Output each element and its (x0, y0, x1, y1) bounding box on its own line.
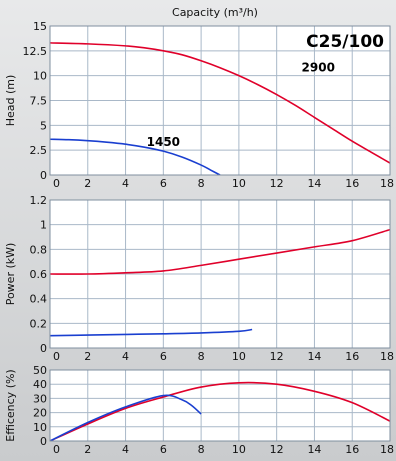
head-x-tick-label: 14 (307, 177, 321, 190)
head-y-axis-label: Head (m) (4, 75, 17, 127)
power-y-axis-label: Power (kW) (4, 243, 17, 306)
head-plot-border (49, 25, 391, 176)
power-x-tick-label: 0 (53, 350, 60, 363)
power-x-tick-label: 8 (198, 350, 205, 363)
efficiency-x-tick-label: 0 (53, 443, 60, 456)
efficiency-x-tick-label: 14 (307, 443, 321, 456)
power-series-1450-line (50, 328, 253, 337)
efficiency-x-tick-label: 18 (380, 443, 394, 456)
power-y-tick-label: 0.2 (30, 317, 48, 330)
efficiency-y-tick-label: 10 (33, 421, 47, 434)
power-y-tick-label: 0.4 (30, 293, 48, 306)
efficiency-y-tick-label: 0 (40, 435, 47, 448)
power-y-tick-label: 0.6 (30, 268, 48, 281)
efficiency-x-tick-label: 10 (232, 443, 246, 456)
head-x-tick-label: 18 (380, 177, 394, 190)
head-x-tick-label: 10 (232, 177, 246, 190)
power-x-tick-label: 10 (232, 350, 246, 363)
efficiency-x-tick-label: 6 (160, 443, 167, 456)
series-annotation-1450: 1450 (147, 135, 180, 149)
head-x-tick-label: 6 (160, 177, 167, 190)
power-x-tick-label: 12 (270, 350, 284, 363)
power-x-tick-label: 2 (84, 350, 91, 363)
efficiency-x-tick-label: 4 (122, 443, 129, 456)
power-y-tick-label: 0.8 (30, 243, 48, 256)
efficiency-y-axis-label: Efficency (%) (4, 369, 17, 441)
head-y-tick-label: 7.5 (30, 95, 48, 108)
chart-title: C25/100 (306, 32, 384, 52)
efficiency-x-tick-label: 8 (198, 443, 205, 456)
head-x-tick-label: 16 (345, 177, 359, 190)
power-y-tick-label: 1 (40, 219, 47, 232)
head-x-tick-label: 0 (53, 177, 60, 190)
power-x-tick-label: 16 (345, 350, 359, 363)
efficiency-y-tick-label: 20 (33, 407, 47, 420)
efficiency-x-tick-label: 16 (345, 443, 359, 456)
power-x-tick-label: 4 (122, 350, 129, 363)
power-y-tick-label: 1.2 (30, 194, 48, 207)
head-x-tick-label: 2 (84, 177, 91, 190)
head-panel: 0 2.5 5 7.5 10 12.5 15 0 2 4 6 8 10 12 14 16 18 Head (m) (4, 20, 394, 190)
power-y-tick-label: 0 (40, 342, 47, 355)
power-x-tick-label: 18 (380, 350, 394, 363)
head-y-tick-label: 5 (40, 119, 47, 132)
power-plot-border (49, 199, 391, 349)
efficiency-y-tick-label: 40 (33, 378, 47, 391)
efficiency-plot-border (49, 369, 391, 442)
efficiency-y-tick-label: 30 (33, 392, 47, 405)
x-axis-title: Capacity (m³/h) (172, 6, 258, 19)
head-y-tick-label: 2.5 (30, 144, 48, 157)
head-y-tick-label: 12.5 (23, 45, 48, 58)
head-x-tick-label: 8 (198, 177, 205, 190)
series-annotation-2900: 2900 (302, 61, 335, 75)
head-x-tick-label: 4 (122, 177, 129, 190)
power-x-tick-label: 14 (307, 350, 321, 363)
head-y-tick-label: 0 (40, 169, 47, 182)
efficiency-y-tick-label: 50 (33, 364, 47, 377)
head-y-tick-label: 10 (33, 70, 47, 83)
efficiency-x-tick-label: 2 (84, 443, 91, 456)
head-y-tick-label: 15 (33, 20, 47, 33)
head-series-2900-line (50, 42, 390, 164)
efficiency-series-1450-line (50, 394, 202, 441)
efficiency-plot-area (50, 370, 390, 441)
head-x-tick-label: 12 (270, 177, 284, 190)
power-series-2900-line (50, 228, 390, 275)
power-x-tick-label: 6 (160, 350, 167, 363)
power-panel: 0 0.2 0.4 0.6 0.8 1 1.2 0 2 4 6 8 10 12 14 16 18 Power (k… (4, 194, 394, 363)
efficiency-x-tick-label: 12 (270, 443, 284, 456)
efficiency-series-2900-line (50, 381, 390, 441)
head-series-1450-line (50, 138, 221, 175)
